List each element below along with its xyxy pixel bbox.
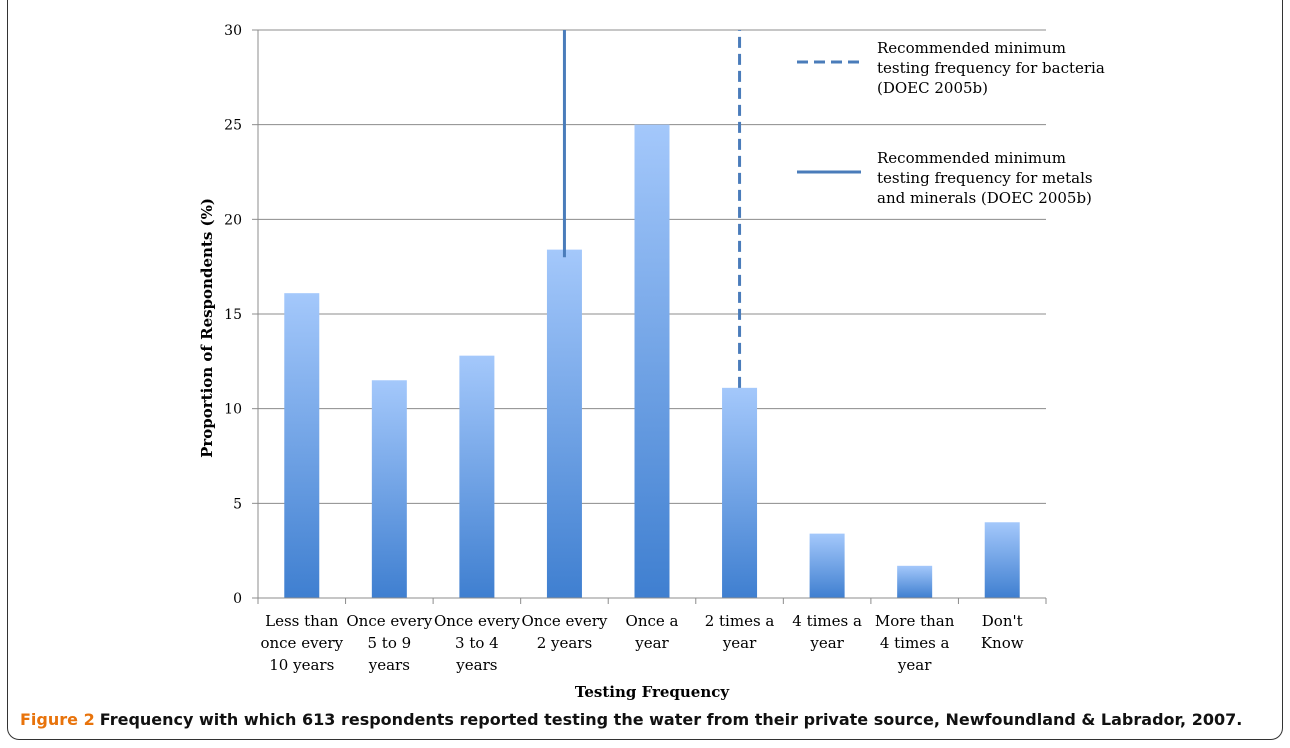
y-axis-title: Proportion of Respondents (%) (198, 198, 216, 458)
y-tick-label: 0 (233, 591, 242, 607)
legend-text: Recommended minimum (877, 149, 1066, 167)
bar-chart: 0 5 10 15 20 25 30 Less than once every 10 years… (198, 23, 1105, 701)
legend-text: testing frequency for bacteria (877, 59, 1105, 77)
x-category-label: 4 times a (880, 634, 950, 652)
x-axis-title: Testing Frequency (575, 683, 730, 701)
x-category-label: 10 years (269, 656, 334, 674)
bars (284, 124, 1020, 599)
bar (722, 387, 758, 598)
x-category-label: Know (981, 634, 1024, 652)
reference-lines (562, 30, 742, 388)
bar (284, 293, 320, 598)
x-category-label: year (809, 634, 844, 652)
bar (459, 355, 495, 598)
y-tick-label: 10 (224, 402, 242, 418)
x-category-label: Once every (434, 612, 520, 630)
x-category-labels: Less than once every 10 years Once every 5 t… (260, 612, 1023, 674)
y-tick-label: 30 (224, 23, 242, 39)
figure-caption: Figure 2 Frequency with which 613 respon… (20, 710, 1275, 729)
x-category-label: year (634, 634, 669, 652)
y-tick-label: 5 (233, 496, 242, 512)
x-category-label: Don't (982, 612, 1023, 630)
caption-text: Frequency with which 613 respondents rep… (99, 710, 1243, 729)
x-category-label: 5 to 9 (367, 634, 411, 652)
x-category-label: Once every (521, 612, 607, 630)
y-tick-label: 25 (224, 118, 242, 134)
x-category-label: year (897, 656, 932, 674)
legend: Recommended minimum testing frequency for… (797, 39, 1105, 207)
bar (809, 533, 845, 598)
caption-label: Figure 2 (20, 710, 95, 729)
bar (371, 380, 407, 598)
x-category-label: years (368, 656, 410, 674)
legend-text: testing frequency for metals (877, 169, 1093, 187)
y-tick-label: 15 (224, 307, 242, 323)
x-category-label: 2 times a (705, 612, 775, 630)
figure-frame (7, 0, 1283, 740)
x-category-label: More than (875, 612, 955, 630)
bar (984, 522, 1020, 598)
x-category-label: 2 years (537, 634, 592, 652)
y-tick-labels: 0 5 10 15 20 25 30 (224, 23, 242, 607)
legend-text: and minerals (DOEC 2005b) (877, 189, 1092, 207)
bar (546, 249, 582, 599)
y-tick-label: 20 (224, 212, 242, 228)
x-category-label: Once a (626, 612, 679, 630)
bar (897, 565, 933, 598)
x-category-label: 4 times a (792, 612, 862, 630)
x-category-label: year (722, 634, 757, 652)
x-category-label: years (455, 656, 497, 674)
x-category-label: 3 to 4 (455, 634, 499, 652)
axes (257, 30, 1047, 604)
legend-text: Recommended minimum (877, 39, 1066, 57)
bar (634, 124, 670, 599)
x-category-label: once every (260, 634, 343, 652)
legend-text: (DOEC 2005b) (877, 79, 988, 97)
x-category-label: Less than (265, 612, 339, 630)
x-category-label: Once every (346, 612, 432, 630)
